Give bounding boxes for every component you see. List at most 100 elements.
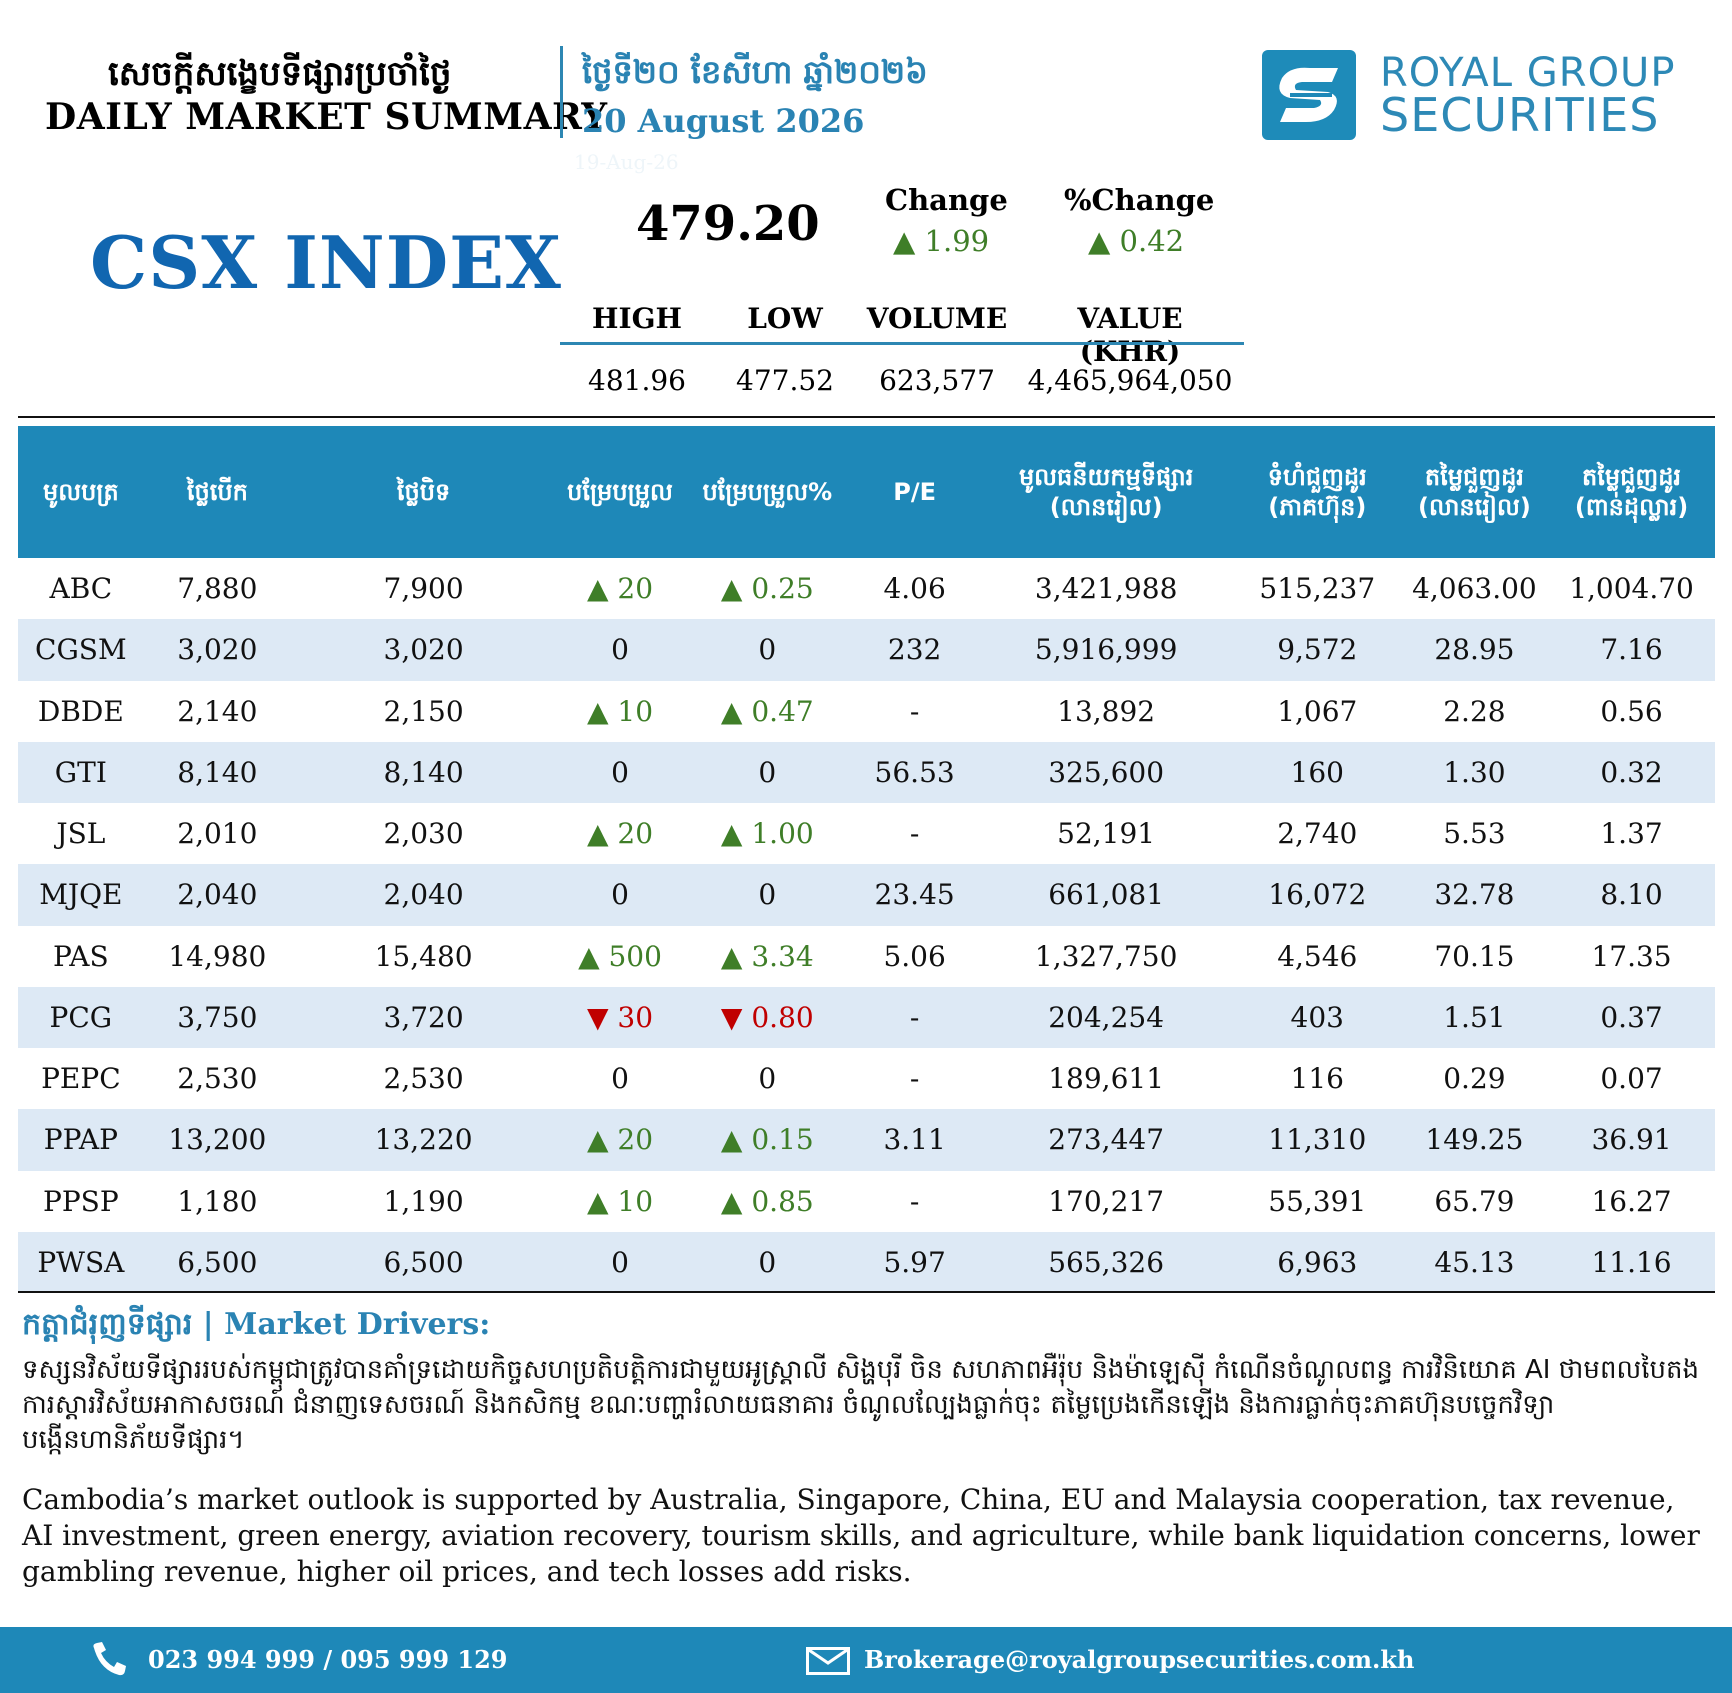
title-khmer: សេចក្តីសង្ខេបទីផ្សារប្រចាំថ្ងៃ	[108, 54, 452, 94]
market-drivers-english: Cambodia’s market outlook is supported b…	[22, 1483, 1700, 1588]
email-link[interactable]: Brokerage@royalgroupsecurities.com.kh	[864, 1645, 1415, 1674]
cell-open-price: 2,140	[177, 694, 258, 728]
cell-change: ▲ 20	[586, 1123, 654, 1157]
cell-trade-volume: 1,067	[1277, 694, 1358, 728]
cell-trade-value-usd: 0.56	[1600, 694, 1663, 728]
cell-symbol: PPSP	[43, 1184, 119, 1218]
logo-text-line1: ROYAL GROUP	[1380, 50, 1676, 96]
table-top-rule	[18, 416, 1715, 418]
cell-market-cap: 170,217	[1048, 1184, 1165, 1218]
cell-trade-value-usd: 1,004.70	[1569, 572, 1694, 606]
cell-market-cap: 273,447	[1048, 1123, 1165, 1157]
cell-open-price: 1,180	[177, 1184, 258, 1218]
cell-market-cap: 661,081	[1048, 878, 1165, 912]
table-header: មូលបត្រ ថ្លៃបើក ថ្លៃបិទ បម្រែបម្រួល បម្រែបម្…	[18, 426, 1715, 558]
table-row: CGSM 3,020 3,020 0 0 232 5,916,999 9,572 28.95 7.…	[18, 619, 1715, 681]
header-market-cap-line1: មូលធនីយកម្មទីផ្សារ	[1018, 463, 1194, 491]
cell-open-price: 7,880	[177, 572, 258, 606]
header-symbol-line1: មូលបត្រ	[43, 478, 119, 506]
cell-close-price: 7,900	[383, 572, 464, 606]
cell-symbol: CGSM	[35, 633, 127, 667]
cell-open-price: 14,980	[168, 939, 267, 973]
cell-trade-value-usd: 0.37	[1600, 1000, 1663, 1034]
title-english: DAILY MARKET SUMMARY	[45, 96, 608, 138]
cell-trade-value-khr: 32.78	[1434, 878, 1515, 912]
cell-trade-volume: 16,072	[1268, 878, 1367, 912]
phone-icon	[88, 1640, 132, 1687]
header-pe-ratio-line1: P/E	[893, 478, 936, 506]
cell-pct-change: ▼ 0.80	[720, 1000, 814, 1034]
header-trade-volume-line1: ទំហំជួញដូរ	[1267, 463, 1367, 491]
header-close-price-line1: ថ្លៃបិទ	[396, 478, 451, 506]
cell-trade-value-khr: 1.51	[1443, 1000, 1506, 1034]
cell-change: 0	[611, 755, 629, 789]
logo-text-line2: SECURITIES	[1380, 88, 1660, 142]
footer-bar	[0, 1627, 1732, 1693]
cell-pe-ratio: -	[909, 1000, 920, 1034]
header-trade-value-usd-line2: (ពាន់ដុល្លារ)	[1574, 493, 1689, 521]
cell-pe-ratio: -	[909, 694, 920, 728]
cell-market-cap: 52,191	[1057, 817, 1156, 851]
cell-open-price: 13,200	[168, 1123, 267, 1157]
cell-trade-value-usd: 0.32	[1600, 755, 1663, 789]
cell-change: ▲ 20	[586, 817, 654, 851]
cell-trade-volume: 6,963	[1277, 1245, 1358, 1279]
cell-open-price: 6,500	[177, 1245, 258, 1279]
cell-symbol: MJQE	[39, 878, 123, 912]
header-trade-value-khr: តម្លៃជួញដូរ (លានរៀល)	[1401, 462, 1548, 522]
header-open-price-line1: ថ្លៃបើក	[186, 478, 248, 506]
cell-change: 0	[611, 878, 629, 912]
cell-pe-ratio: 3.11	[883, 1123, 946, 1157]
index-value: 479.20	[636, 196, 820, 252]
phone-number[interactable]: 023 994 999 / 095 999 129	[148, 1645, 508, 1674]
market-drivers-khmer: ទស្សនវិស័យទីផ្សាររបស់កម្ពុជាត្រូវបានគាំទ…	[22, 1355, 1699, 1455]
cell-trade-volume: 4,546	[1277, 939, 1358, 973]
cell-trade-value-khr: 0.29	[1443, 1062, 1506, 1096]
volume-value: 623,577	[879, 364, 995, 397]
header-trade-value-usd: តម្លៃជួញដូរ (ពាន់ដុល្លារ)	[1548, 462, 1715, 522]
cell-pct-change: 0	[758, 878, 777, 912]
cell-pe-ratio: -	[909, 1062, 920, 1096]
header-trade-value-khr-line2: (លានរៀល)	[1417, 493, 1531, 521]
cell-symbol: PEPC	[41, 1062, 121, 1096]
cell-trade-volume: 9,572	[1277, 633, 1358, 667]
cell-trade-volume: 11,310	[1268, 1123, 1367, 1157]
table-bottom-rule	[18, 1291, 1715, 1293]
header-open-price: ថ្លៃបើក	[144, 477, 291, 507]
cell-trade-value-usd: 7.16	[1600, 633, 1663, 667]
cell-close-price: 3,020	[383, 633, 464, 667]
cell-pe-ratio: 5.06	[883, 939, 946, 973]
cell-trade-value-usd: 17.35	[1591, 939, 1672, 973]
header-divider	[560, 46, 563, 138]
cell-trade-value-khr: 4,063.00	[1412, 572, 1537, 606]
cell-market-cap: 189,611	[1048, 1062, 1165, 1096]
cell-open-price: 3,020	[177, 633, 258, 667]
header-trade-value-khr-line1: តម្លៃជួញដូរ	[1424, 463, 1524, 491]
cell-trade-value-usd: 11.16	[1591, 1245, 1672, 1279]
cell-close-price: 13,220	[374, 1123, 473, 1157]
cell-pe-ratio: -	[909, 1184, 920, 1218]
cell-close-price: 2,030	[383, 817, 464, 851]
index-name: CSX INDEX	[90, 220, 562, 305]
cell-pct-change: ▲ 0.47	[720, 694, 814, 728]
cell-trade-value-khr: 45.13	[1434, 1245, 1515, 1279]
cell-trade-value-usd: 0.07	[1600, 1062, 1663, 1096]
pct-change-label: %Change	[1064, 183, 1215, 217]
cell-close-price: 8,140	[383, 755, 464, 789]
cell-trade-value-usd: 1.37	[1600, 817, 1663, 851]
cell-pct-change: ▲ 1.00	[720, 817, 814, 851]
table-row: PPSP 1,180 1,190 ▲ 10 ▲ 0.85 - 170,217 55,391 65…	[18, 1171, 1715, 1232]
header-market-cap: មូលធនីយកម្មទីផ្សារ (លានរៀល)	[978, 462, 1233, 522]
cell-trade-value-usd: 36.91	[1591, 1123, 1672, 1157]
table-row: JSL 2,010 2,030 ▲ 20 ▲ 1.00 - 52,191 2,740 5.53 1…	[18, 803, 1715, 864]
stock-table: មូលបត្រ ថ្លៃបើក ថ្លៃបិទ បម្រែបម្រួល បម្រែបម្…	[18, 426, 1715, 1293]
table-row: PWSA 6,500 6,500 0 0 5.97 565,326 6,963 45.13 11.…	[18, 1231, 1715, 1293]
cell-pe-ratio: 4.06	[883, 572, 946, 606]
cell-open-price: 2,530	[177, 1062, 258, 1096]
cell-pe-ratio: 232	[887, 633, 942, 667]
cell-trade-value-khr: 5.53	[1443, 817, 1506, 851]
cell-close-price: 6,500	[383, 1245, 464, 1279]
cell-trade-value-khr: 1.30	[1443, 755, 1506, 789]
header-pct-change-line1: បម្រែបម្រួល%	[702, 478, 833, 506]
change-value: ▲ 1.99	[893, 224, 990, 258]
